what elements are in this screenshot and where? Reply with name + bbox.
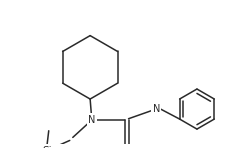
Text: N: N bbox=[88, 115, 96, 125]
Text: Si: Si bbox=[42, 146, 52, 148]
Text: N: N bbox=[153, 104, 160, 114]
